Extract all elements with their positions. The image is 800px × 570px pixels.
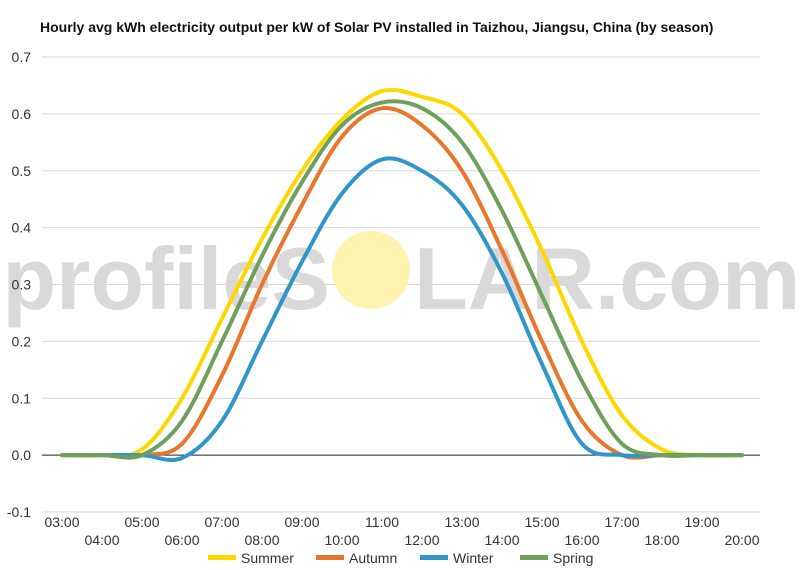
x-tick-label: 11:00 <box>365 514 399 530</box>
y-tick-label: 0.5 <box>12 163 32 179</box>
watermark-text-right: LAR.com <box>414 229 800 328</box>
x-tick-label: 07:00 <box>204 514 239 530</box>
x-tick-label: 06:00 <box>164 532 199 548</box>
legend-swatch-autumn <box>316 555 344 560</box>
x-axis-ticks: 03:00 04:00 05:00 06:00 07:00 08:00 09:00 10:00… <box>44 514 759 548</box>
y-tick-label: 0.2 <box>12 333 32 349</box>
watermark-sun-icon <box>332 231 410 309</box>
legend-label-spring: Spring <box>553 550 593 566</box>
legend-label-summer: Summer <box>241 550 294 566</box>
x-tick-label: 10:00 <box>324 532 359 548</box>
legend-label-winter: Winter <box>453 550 494 566</box>
y-tick-label: 0.7 <box>12 49 32 65</box>
x-tick-label: 05:00 <box>124 514 159 530</box>
legend: Summer Autumn Winter Spring <box>208 550 593 566</box>
y-tick-label: -0.1 <box>7 504 31 520</box>
x-tick-label: 19:00 <box>684 514 719 530</box>
x-tick-label: 14:00 <box>484 532 519 548</box>
x-tick-label: 18:00 <box>644 532 679 548</box>
series-line-summer <box>60 87 744 458</box>
x-tick-label: 12:00 <box>404 532 439 548</box>
chart-title: Hourly avg kWh electricity output per kW… <box>40 19 714 35</box>
x-tick-label: 13:00 <box>444 514 479 530</box>
y-tick-label: 0.0 <box>12 447 32 463</box>
y-axis-ticks: 0.7 0.6 0.5 0.4 0.3 0.2 0.1 0.0 -0.1 <box>7 49 31 520</box>
x-tick-label: 09:00 <box>284 514 319 530</box>
y-tick-label: 0.6 <box>12 106 32 122</box>
y-tick-label: 0.4 <box>12 220 32 236</box>
legend-swatch-summer <box>208 555 236 560</box>
x-tick-label: 03:00 <box>44 514 79 530</box>
x-tick-label: 17:00 <box>604 514 639 530</box>
legend-swatch-winter <box>420 555 448 560</box>
x-tick-label: 08:00 <box>244 532 279 548</box>
legend-swatch-spring <box>520 555 548 560</box>
x-tick-label: 04:00 <box>84 532 119 548</box>
y-tick-label: 0.3 <box>12 277 32 293</box>
series-line-spring <box>60 99 744 460</box>
series-line-winter <box>60 156 744 463</box>
series-layer <box>60 87 744 463</box>
x-tick-label: 20:00 <box>724 532 759 548</box>
x-tick-label: 15:00 <box>524 514 559 530</box>
legend-label-autumn: Autumn <box>349 550 397 566</box>
x-tick-label: 16:00 <box>564 532 599 548</box>
watermark: profileS LAR.com <box>2 229 800 328</box>
y-tick-label: 0.1 <box>12 390 32 406</box>
